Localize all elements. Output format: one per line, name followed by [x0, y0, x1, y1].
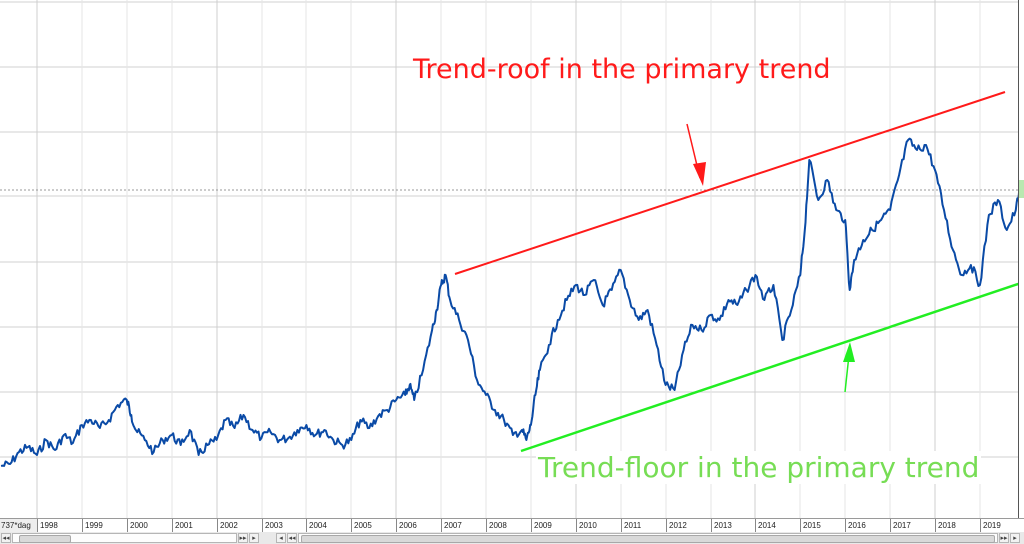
x-tick-label: 2011	[621, 519, 666, 533]
scroll-right-step-button[interactable]: ▸	[249, 533, 259, 543]
x-tick-label: 2004	[306, 519, 351, 533]
x-tick-label: 2007	[441, 519, 486, 533]
x-tick-label: 2017	[890, 519, 935, 533]
scroll-right-step-button-2[interactable]: ▸	[1010, 533, 1020, 543]
trend-floor-annotation: Trend-floor in the primary trend	[536, 451, 982, 484]
scroll-track-left[interactable]	[12, 533, 237, 543]
right-value-axis	[1018, 0, 1024, 518]
price-series-line	[0, 137, 1018, 467]
horizontal-gridlines	[0, 1, 1018, 458]
x-tick-label: 2000	[127, 519, 172, 533]
scroll-left-first-button-2[interactable]: ◂◂	[287, 533, 297, 543]
horizontal-scrollbar[interactable]: ◂◂ ▸▸ ▸ ◂ ◂◂ ▸▸ ▸	[0, 532, 1024, 544]
plot-area	[0, 0, 1018, 518]
scroll-track-right[interactable]	[298, 533, 998, 543]
scroll-left-step-button[interactable]: ◂	[276, 533, 286, 543]
x-axis: 737*dag 1998 1999 2000 2001 2002 2003 2004 2005…	[0, 518, 1024, 534]
scroll-right-last-button-2[interactable]: ▸▸	[999, 533, 1009, 543]
trend-floor-line	[520, 282, 1018, 453]
scroll-right-last-button[interactable]: ▸▸	[238, 533, 248, 543]
trend-roof-annotation: Trend-roof in the primary trend	[413, 54, 831, 85]
scroll-thumb-left[interactable]	[19, 535, 71, 543]
x-tick-label: 2014	[755, 519, 800, 533]
trend-roof-line	[454, 91, 1006, 275]
scroll-left-first-button[interactable]: ◂◂	[1, 533, 11, 543]
x-tick-label: 2016	[845, 519, 890, 533]
x-tick-label: 2015	[800, 519, 845, 533]
roof-arrow-icon	[686, 123, 706, 186]
x-tick-label: 2012	[666, 519, 711, 533]
x-tick-label: 1998	[37, 519, 82, 533]
x-tick-label: 2018	[935, 519, 980, 533]
x-tick-label: 2010	[576, 519, 621, 533]
x-axis-prefix-label: 737*dag	[0, 519, 37, 533]
x-tick-label: 2001	[172, 519, 217, 533]
vertical-gridlines	[36, 0, 981, 518]
x-tick-label: 2009	[531, 519, 576, 533]
x-tick-label: 2002	[217, 519, 262, 533]
last-value-marker	[1019, 180, 1024, 198]
x-tick-label: 2005	[351, 519, 396, 533]
x-tick-label: 1999	[82, 519, 127, 533]
x-tick-label: 2019	[980, 519, 1024, 533]
scroll-thumb-right[interactable]	[301, 535, 995, 543]
x-tick-label: 2006	[396, 519, 441, 533]
x-tick-label: 2003	[262, 519, 307, 533]
x-tick-label: 2013	[711, 519, 756, 533]
floor-arrow-icon	[843, 342, 855, 393]
x-tick-label: 2008	[486, 519, 531, 533]
